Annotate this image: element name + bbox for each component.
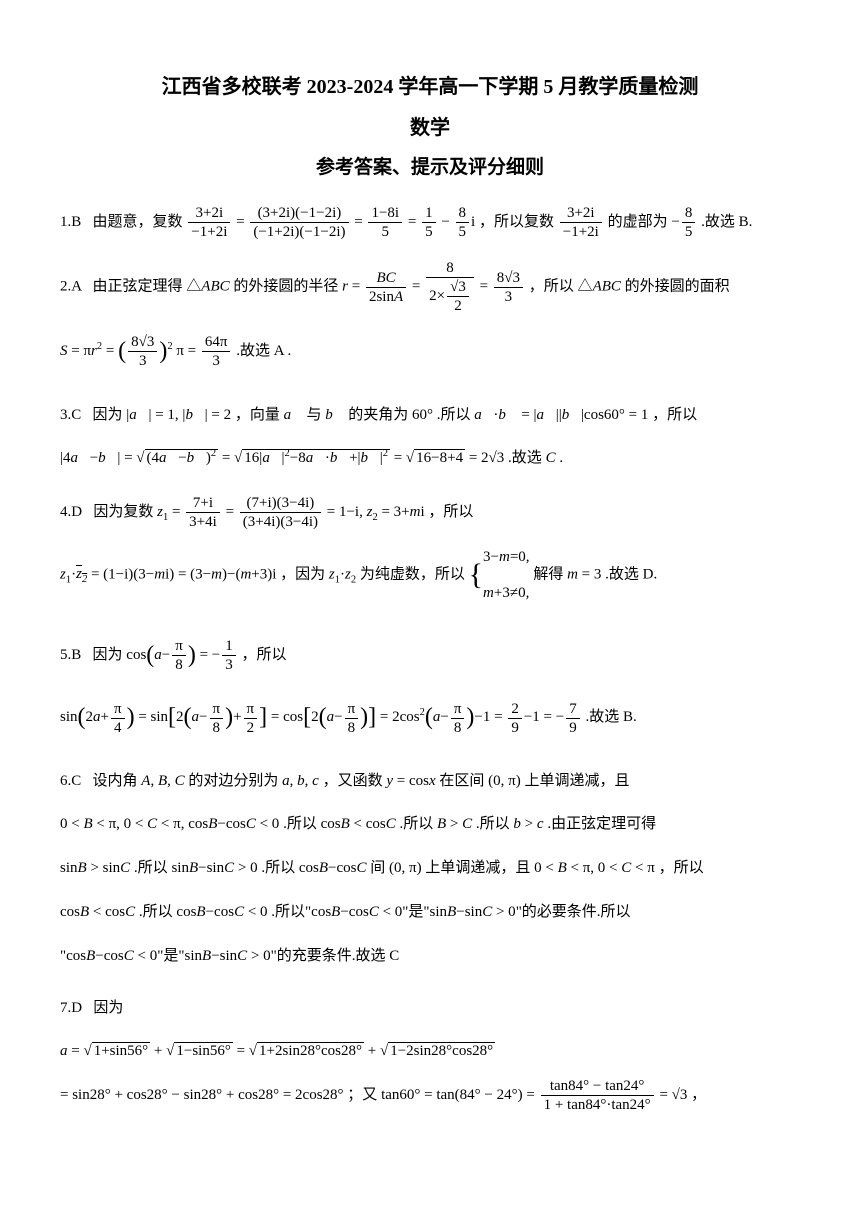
answer-2-text5: .故选 A . xyxy=(236,343,291,359)
answer-1-num: 1.B xyxy=(60,214,81,230)
answer-7: 7.D 因为 a = √1+sin56° + √1−sin56° = √1+2s… xyxy=(60,992,800,1114)
answer-5-text1: 因为 xyxy=(93,646,123,662)
answer-6-text1: 设内角 xyxy=(93,773,138,789)
answer-1-text1: 由题意，复数 xyxy=(93,214,183,230)
answer-1: 1.B 由题意，复数 3+2i−1+2i = (3+2i)(−1−2i)(−1+… xyxy=(60,204,800,241)
answer-4-text4: 为纯虚数，所以 xyxy=(360,566,465,582)
answer-6-text19: " xyxy=(60,948,66,964)
answer-3-text2: ，向量 xyxy=(235,407,280,423)
answer-3-text1: 因为 xyxy=(93,407,123,423)
answer-6-text13: 上单调递减，且 xyxy=(425,860,530,876)
answer-6-text17: "是" xyxy=(402,904,429,920)
answer-6-text11: .所以 xyxy=(261,860,295,876)
answer-6-text8: .所以 xyxy=(476,816,510,832)
answer-2-text3: ，所以 xyxy=(529,278,574,294)
title-main: 江西省多校联考 2023-2024 学年高一下学期 5 月教学质量检测 xyxy=(60,70,800,99)
title-section: 参考答案、提示及评分细则 xyxy=(60,152,800,179)
answer-6-text6: .所以 xyxy=(283,816,317,832)
answer-6-text5: 上单调递减，且 xyxy=(525,773,630,789)
answer-7-text2: ；又 xyxy=(347,1087,377,1103)
answer-3-text6: ，所以 xyxy=(652,407,697,423)
answer-3-num: 3.C xyxy=(60,407,81,423)
answer-1-text2: ，所以复数 xyxy=(479,214,554,230)
answer-7-text1: 因为 xyxy=(93,1000,123,1016)
answer-6-text3: ，又函数 xyxy=(323,773,383,789)
answer-5-num: 5.B xyxy=(60,646,81,662)
answer-6-text2: 的对边分别为 xyxy=(188,773,278,789)
answer-2-text2: 的外接圆的半径 xyxy=(233,278,338,294)
answer-6-text18: "的必要条件.所以 xyxy=(516,904,631,920)
answer-6-text9: .由正弦定理可得 xyxy=(547,816,656,832)
answer-6-text14: ，所以 xyxy=(659,860,704,876)
answer-6-text4: 在区间 xyxy=(439,773,484,789)
answer-5-text2: ，所以 xyxy=(242,646,287,662)
answer-2-text4: 的外接圆的面积 xyxy=(625,278,730,294)
answer-4-text6: .故选 D. xyxy=(605,566,657,582)
answer-6-text16: .所以" xyxy=(271,904,311,920)
answer-3-text4: 的夹角为 xyxy=(348,407,408,423)
answer-3-text5: .所以 xyxy=(437,407,471,423)
answer-4-text1: 因为复数 xyxy=(93,504,153,520)
answer-6-text15: .所以 xyxy=(139,904,173,920)
answer-6-text10: .所以 xyxy=(134,860,168,876)
answer-6-text21: "的充要条件.故选 C xyxy=(271,948,400,964)
answer-4-text2: ，所以 xyxy=(428,504,473,520)
answer-2-num: 2.A xyxy=(60,278,81,294)
answer-5-text3: .故选 B. xyxy=(585,710,636,726)
answer-3: 3.C 因为 |a⃗| = 1, |b⃗| = 2 ，向量 a⃗ 与 b⃗ 的夹… xyxy=(60,399,800,476)
answer-7-num: 7.D xyxy=(60,1000,82,1016)
answer-4-num: 4.D xyxy=(60,504,82,520)
answer-3-text3: 与 xyxy=(307,407,322,423)
answer-6-text7: .所以 xyxy=(399,816,433,832)
title-sub: 数学 xyxy=(60,111,800,140)
answer-3-text7: .故选 xyxy=(508,450,542,466)
answer-4-text5: 解得 xyxy=(533,566,563,582)
answer-6-text20: "是" xyxy=(157,948,184,964)
answer-4: 4.D 因为复数 z1 = 7+i3+4i = (7+i)(3−4i)(3+4i… xyxy=(60,494,800,611)
answer-1-text3: 的虚部为 xyxy=(608,214,668,230)
answer-4-text3: ，因为 xyxy=(280,566,325,582)
answer-5: 5.B 因为 cos(a−π8) = −13 ，所以 sin(2a+π4) = … xyxy=(60,629,800,747)
answer-6-num: 6.C xyxy=(60,773,81,789)
answer-6: 6.C 设内角 A, B, C 的对边分别为 a, b, c ，又函数 y = … xyxy=(60,765,800,974)
answer-1-text4: .故选 B. xyxy=(701,214,752,230)
answer-2-text1: 由正弦定理得 xyxy=(93,278,183,294)
answer-2: 2.A 由正弦定理得 △ABC 的外接圆的半径 r = BC2sinA = 82… xyxy=(60,259,800,381)
answer-6-text12: 间 xyxy=(370,860,385,876)
